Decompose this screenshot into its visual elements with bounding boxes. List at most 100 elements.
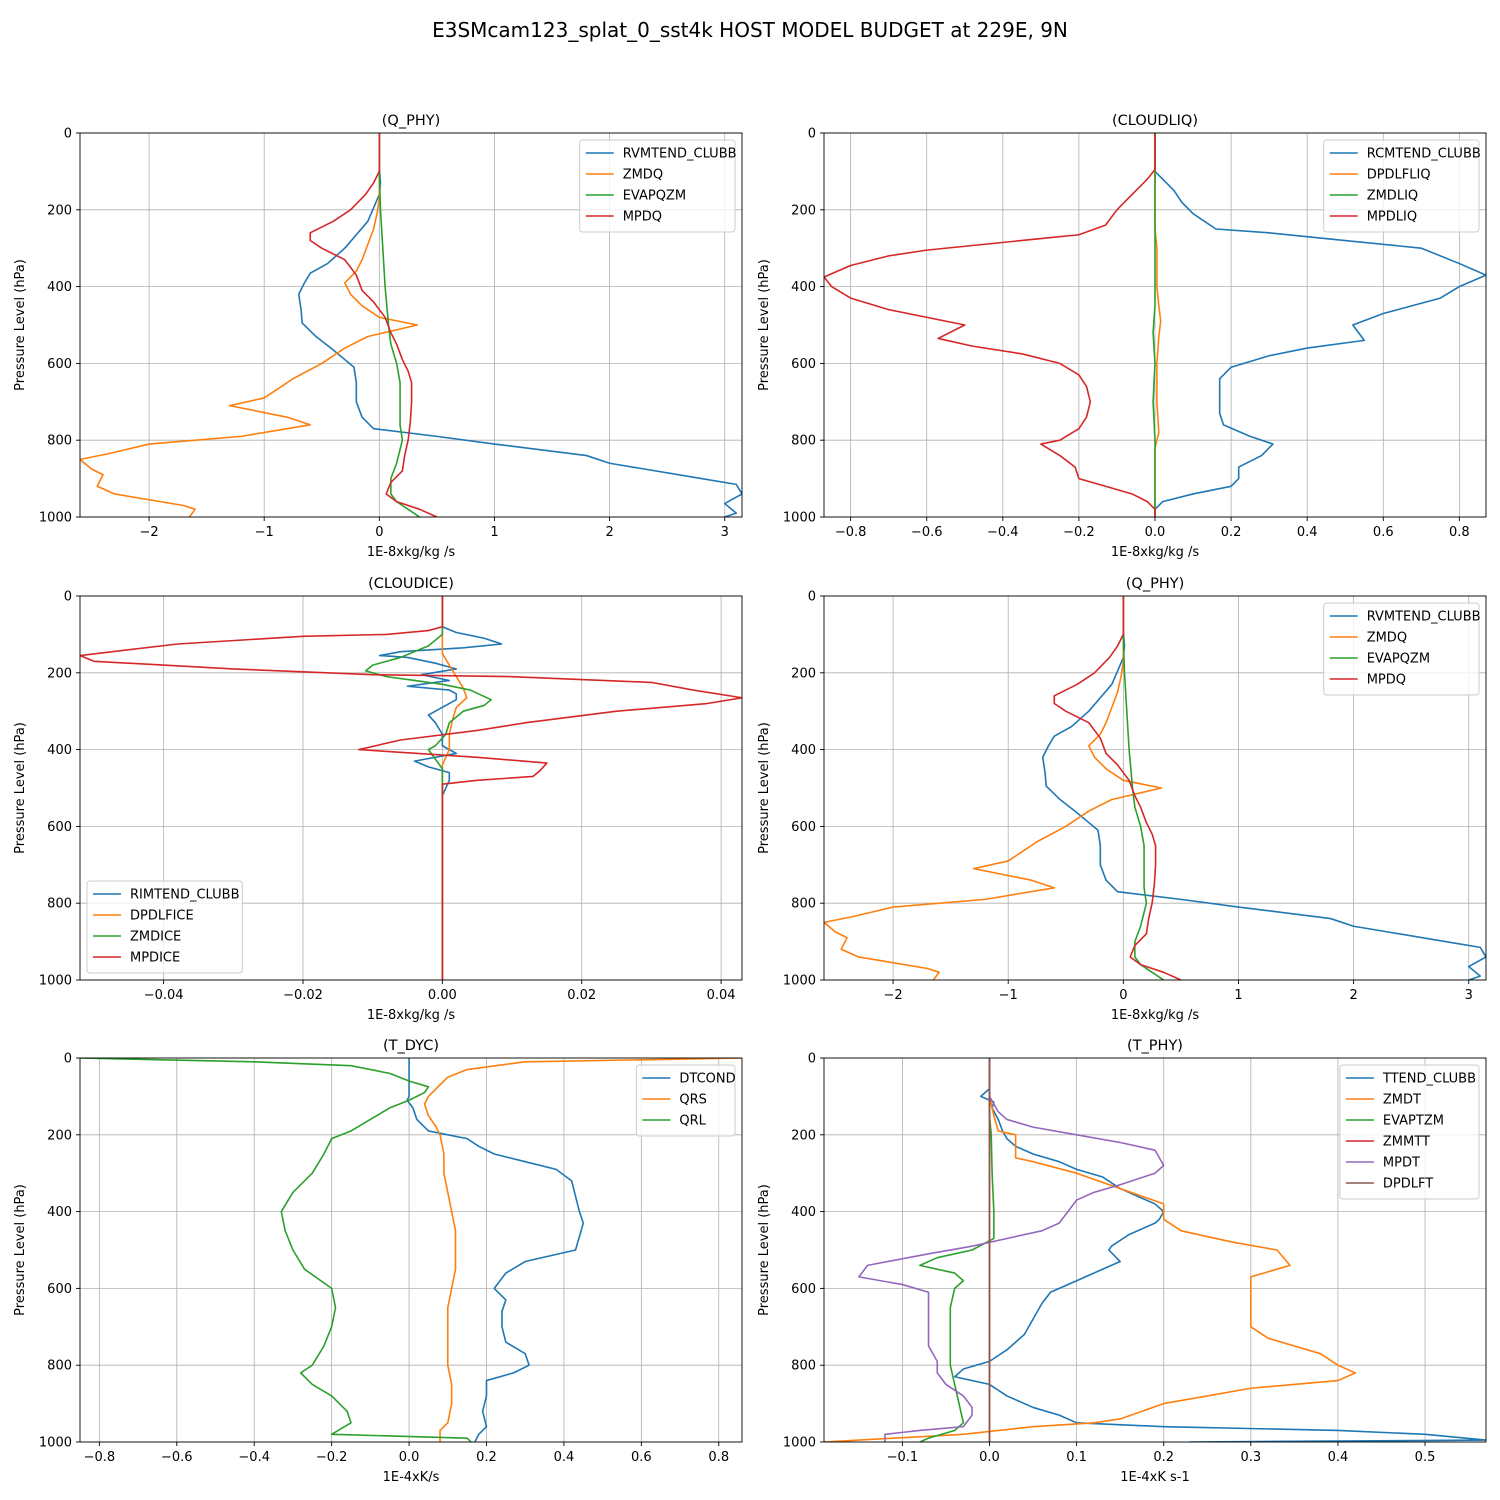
y-tick-label: 400 [47,1205,72,1220]
y-axis-label: Pressure Level (hPa) [757,259,772,391]
panel-title: (CLOUDLIQ) [1112,113,1198,129]
y-tick-label: 400 [47,280,72,295]
x-tick-label: −0.6 [161,1450,193,1465]
x-tick-label: 0.4 [1297,525,1318,540]
legend-label: QRL [679,1114,706,1129]
y-tick-label: 0 [808,127,816,142]
panel-title: (T_DYC) [383,1038,439,1054]
x-axis-label: 1E-8xkg/kg /s [367,1008,456,1023]
series-line-zmdice [364,596,492,980]
y-tick-label: 800 [791,897,816,912]
x-tick-label: 0.2 [476,1450,497,1465]
legend-label: RCMTEND_CLUBB [1367,147,1481,162]
y-tick-label: 600 [47,820,72,835]
y-tick-label: 1000 [39,1436,72,1451]
legend-label: RIMTEND_CLUBB [130,888,240,903]
y-tick-label: 1000 [783,511,816,526]
chart-panel-1: −2 −1 0 1 2 3 0 200 400 600 800 1000 (Q_PHY) 1E-8xkg/… [13,113,743,560]
series-line-mpdliq [824,133,1156,517]
x-tick-label: 2 [605,525,613,540]
x-tick-label: −2 [139,525,158,540]
x-tick-label: 0.6 [631,1450,652,1465]
legend-box [1339,1064,1480,1200]
y-axis-label: Pressure Level (hPa) [757,1184,772,1316]
panel-title: (Q_PHY) [1126,576,1184,592]
x-tick-label: 0.4 [554,1450,575,1465]
y-tick-label: 200 [47,1128,72,1143]
legend: RCMTEND_CLUBB DPDLFLIQ ZMDLIQ MPDLIQ [1323,139,1481,233]
x-tick-label: 0.2 [1153,1450,1174,1465]
chart-panel-4: −2 −1 0 1 2 3 0 200 400 600 800 1000 (Q_PHY) 1E-8xkg/… [757,576,1487,1023]
series-line-rvmtend-clubb [297,133,742,517]
x-axis-label: 1E-8xkg/kg /s [1111,1008,1200,1023]
series-line-dpdlfice [441,596,468,980]
legend-label: DPDLFICE [130,909,194,924]
series-line-ttend-clubb [953,1058,1486,1442]
axes-frame [79,132,743,518]
series-line-dtcond [406,1058,585,1442]
legend-label: MPDLIQ [1367,210,1417,225]
series-line-evapqzm [1122,596,1165,980]
y-tick-label: 0 [64,590,72,605]
y-tick-label: 1000 [39,511,72,526]
panel-title: (CLOUDICE) [368,576,454,592]
x-tick-label: 0.0 [1145,525,1166,540]
y-tick-label: 400 [791,743,816,758]
legend-box [635,1064,736,1137]
y-axis-label: Pressure Level (hPa) [13,259,28,391]
series-line-mpdq [1053,596,1182,980]
chart-panel-3: −0.04 −0.02 0.00 0.02 0.04 0 200 400 600 800 1000 (… [13,576,743,1023]
y-tick-label: 600 [791,820,816,835]
legend: RVMTEND_CLUBB ZMDQ EVAPQZM MPDQ [1323,602,1481,696]
series-line-rimtend-clubb [378,596,503,980]
x-tick-label: 0.5 [1415,1450,1436,1465]
legend-box [1323,139,1480,233]
y-tick-label: 800 [791,1359,816,1374]
x-tick-label: −0.4 [238,1450,270,1465]
x-tick-label: −0.2 [316,1450,348,1465]
x-tick-label: 0.0 [979,1450,1000,1465]
y-tick-label: 1000 [39,974,72,989]
legend-label: MPDT [1383,1156,1420,1171]
legend-label: EVAPTZM [1383,1114,1444,1129]
series-line-rvmtend-clubb [1041,596,1486,980]
legend-label: DTCOND [679,1072,735,1087]
series-line-mpdt [858,1058,1165,1442]
y-tick-label: 1000 [783,1436,816,1451]
x-tick-label: 0.6 [1373,525,1394,540]
x-tick-label: −0.6 [911,525,943,540]
x-tick-label: 0 [1119,988,1127,1003]
series-line-evaptzm [919,1058,995,1442]
y-tick-label: 200 [791,1128,816,1143]
x-tick-label: −0.8 [835,525,867,540]
legend-label: TTEND_CLUBB [1382,1072,1476,1087]
axes-frame [823,1057,1487,1443]
x-tick-label: 3 [721,525,729,540]
legend-label: ZMDQ [1367,631,1407,646]
y-tick-label: 600 [791,1282,816,1297]
x-tick-label: 0.00 [428,988,457,1003]
x-tick-label: 1 [1234,988,1242,1003]
y-tick-label: 800 [791,434,816,449]
y-tick-label: 0 [64,1052,72,1067]
series-line-zmdq [80,133,419,517]
x-tick-label: 0.0 [399,1450,420,1465]
legend: DTCOND QRS QRL [635,1064,736,1137]
series-line-qrs [423,1058,742,1442]
y-tick-label: 1000 [783,974,816,989]
legend: TTEND_CLUBB ZMDT EVAPTZM ZMMTT MPDT DPDLFT [1339,1064,1480,1200]
x-tick-label: −2 [883,988,902,1003]
legend-label: ZMDICE [130,930,181,945]
y-tick-label: 0 [808,1052,816,1067]
x-tick-label: −0.1 [887,1450,919,1465]
x-axis-label: 1E-8xkg/kg /s [367,545,456,560]
legend-label: EVAPQZM [1367,652,1430,667]
legend-label: ZMDLIQ [1367,189,1418,204]
legend-label: QRS [679,1093,707,1108]
x-axis-label: 1E-4xK/s [383,1470,440,1485]
series-line-mpdq [309,133,438,517]
chart-panel-5: −0.8 −0.6 −0.4 −0.2 0.0 0.2 0.4 0.6 0.8 0 200 400 60… [13,1038,743,1485]
series-line-qrl [80,1058,472,1442]
axes-frame [79,595,743,981]
